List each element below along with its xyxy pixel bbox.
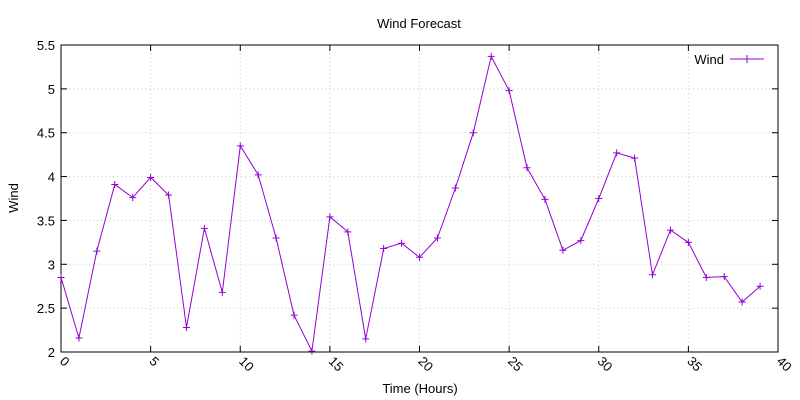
- y-tick-label: 4: [48, 170, 55, 185]
- data-point-marker: [218, 288, 226, 296]
- plot-frame: [60, 44, 779, 353]
- data-point-marker: [380, 244, 388, 252]
- data-point-marker: [272, 234, 280, 242]
- legend-label-wind: Wind: [694, 52, 724, 67]
- data-point-marker: [93, 247, 101, 255]
- tick-layer: 2 2.5 3 3.5 4 4.5 5 5.5 0 5 10 15 20 25 30 35 40: [37, 38, 795, 374]
- data-point-marker: [541, 195, 549, 203]
- legend: Wind: [694, 52, 764, 67]
- data-point-marker: [702, 273, 710, 281]
- data-point-marker: [200, 224, 208, 232]
- data-point-marker: [738, 298, 746, 306]
- x-tick-label: 10: [236, 354, 257, 375]
- data-point-marker: [631, 154, 639, 162]
- data-point-marker: [559, 246, 567, 254]
- data-point-marker: [147, 173, 155, 181]
- data-point-marker: [165, 191, 173, 199]
- y-axis-label: Wind: [6, 183, 21, 213]
- x-tick-label: 0: [57, 354, 73, 370]
- y-tick-label: 5.5: [37, 38, 55, 53]
- data-point-marker: [756, 282, 764, 290]
- y-tick-label: 2: [48, 345, 55, 360]
- data-point-marker: [290, 311, 298, 319]
- x-tick-label: 15: [326, 354, 347, 375]
- x-tick-label: 20: [415, 354, 436, 375]
- data-point-marker: [326, 213, 334, 221]
- data-point-marker: [577, 237, 585, 245]
- x-tick-label: 25: [505, 354, 526, 375]
- y-tick-label: 5: [48, 82, 55, 97]
- data-point-marker: [613, 149, 621, 157]
- x-axis-label: Time (Hours): [382, 381, 457, 396]
- data-point-marker: [666, 226, 674, 234]
- y-tick-label: 3: [48, 257, 55, 272]
- data-point-marker: [236, 142, 244, 150]
- data-point-marker: [362, 335, 370, 343]
- grid-layer: [61, 45, 778, 352]
- x-tick-label: 30: [595, 354, 616, 375]
- data-point-marker: [57, 273, 65, 281]
- data-point-marker: [129, 194, 137, 202]
- x-tick-label: 40: [774, 354, 795, 375]
- data-point-marker: [344, 228, 352, 236]
- data-point-marker: [398, 239, 406, 247]
- y-tick-label: 3.5: [37, 213, 55, 228]
- chart-title: Wind Forecast: [377, 16, 461, 31]
- legend-marker-wind: [743, 55, 751, 63]
- data-point-marker: [75, 334, 83, 342]
- data-point-marker: [469, 129, 477, 137]
- data-point-marker: [254, 171, 262, 179]
- data-point-marker: [487, 52, 495, 60]
- data-point-marker: [182, 323, 190, 331]
- x-tick-label: 35: [684, 354, 705, 375]
- data-point-marker: [451, 184, 459, 192]
- x-tick-label: 5: [147, 354, 163, 370]
- series-layer: [57, 52, 764, 355]
- data-point-marker: [433, 234, 441, 242]
- y-tick-label: 2.5: [37, 301, 55, 316]
- data-point-marker: [111, 180, 119, 188]
- y-tick-label: 4.5: [37, 126, 55, 141]
- data-point-marker: [649, 271, 657, 279]
- data-point-marker: [523, 164, 531, 172]
- data-point-marker: [308, 347, 316, 355]
- series-line-wind: [60, 54, 761, 353]
- data-point-marker: [595, 195, 603, 202]
- data-point-marker: [720, 273, 728, 281]
- data-point-marker: [505, 87, 513, 95]
- data-point-marker: [416, 253, 423, 261]
- data-point-marker: [684, 238, 692, 246]
